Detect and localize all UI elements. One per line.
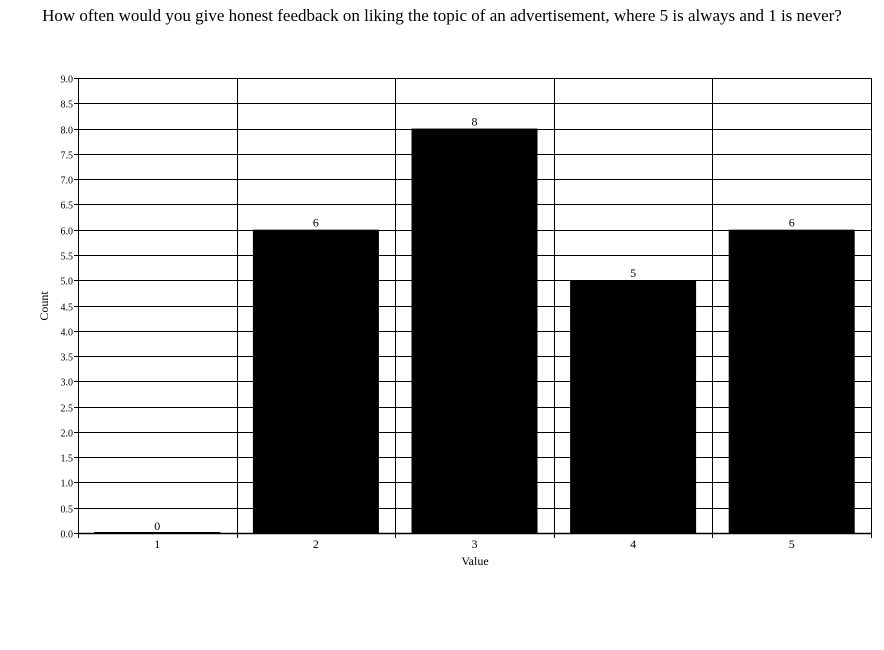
- y-tick-label: 5.5: [61, 252, 74, 263]
- y-tick-label: 2.0: [61, 429, 74, 440]
- y-tick-label: 1.5: [61, 454, 74, 465]
- data-label: 5: [630, 266, 636, 280]
- y-tick-label: 8.0: [61, 126, 74, 137]
- y-axis-label: Count: [37, 291, 51, 321]
- data-label: 6: [313, 216, 319, 230]
- y-tick-label: 9.0: [61, 75, 74, 86]
- data-label: 0: [154, 519, 160, 533]
- chart-title: How often would you give honest feedback…: [42, 6, 842, 25]
- x-tick-label: 4: [630, 537, 636, 551]
- axes: [74, 78, 872, 538]
- x-tick-labels: 1 2 3 4 5: [154, 537, 794, 551]
- bars: [94, 128, 855, 534]
- y-tick-label: 7.0: [61, 176, 74, 187]
- bar-2: [252, 229, 379, 533]
- bar-5: [728, 229, 855, 533]
- y-tick-label: 5.0: [61, 277, 74, 288]
- y-tick-label: 2.5: [61, 404, 74, 415]
- data-label: 6: [789, 216, 795, 230]
- y-tick-label: 7.5: [61, 151, 74, 162]
- y-tick-label: 0.0: [61, 530, 74, 541]
- bar-3: [411, 128, 538, 534]
- y-tick-label: 0.5: [61, 505, 74, 516]
- y-tick-label: 4.5: [61, 303, 74, 314]
- x-tick-label: 1: [154, 537, 160, 551]
- bar-4: [570, 280, 697, 533]
- data-labels: 0 6 8 5 6: [154, 115, 794, 533]
- x-axis-label: Value: [461, 554, 488, 568]
- x-tick-label: 2: [313, 537, 319, 551]
- y-tick-label: 6.0: [61, 227, 74, 238]
- y-tick-label: 3.0: [61, 378, 74, 389]
- y-tick-label: 6.5: [61, 201, 74, 212]
- y-tick-label: 8.5: [61, 100, 74, 111]
- y-tick-labels: 0.0 0.5 1.0 1.5 2.0 2.5 3.0 3.5 4.0 4.5 5.0 5.5 6.0 6…: [61, 75, 74, 541]
- x-tick-label: 3: [472, 537, 478, 551]
- y-tick-label: 1.0: [61, 479, 74, 490]
- y-tick-label: 4.0: [61, 328, 74, 339]
- y-tick-label: 3.5: [61, 353, 74, 364]
- data-label: 8: [472, 115, 478, 129]
- x-tick-label: 5: [789, 537, 795, 551]
